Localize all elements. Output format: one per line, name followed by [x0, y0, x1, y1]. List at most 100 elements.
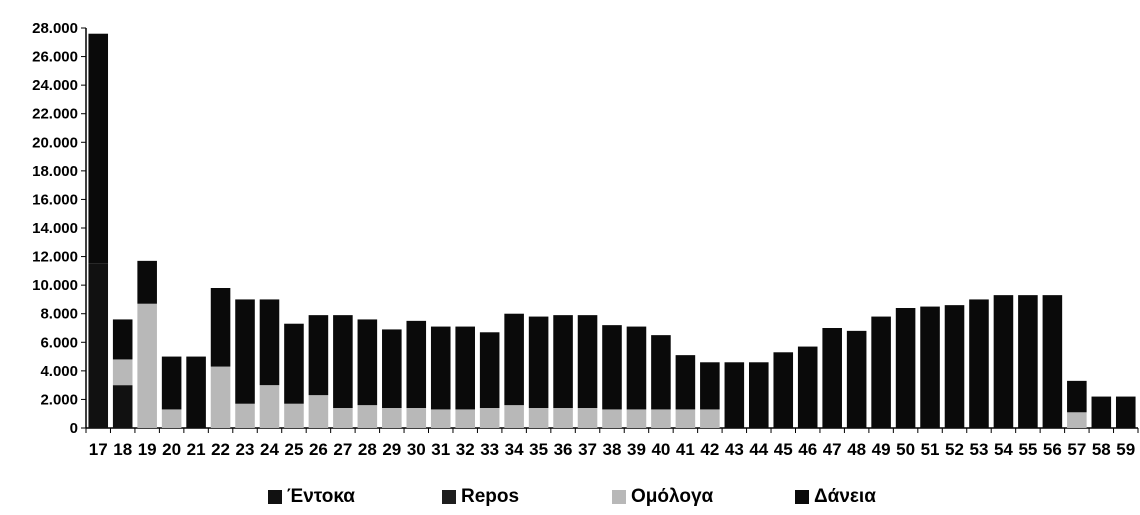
bar-daneia-18	[112, 319, 133, 360]
bar-omologa-25	[284, 403, 304, 428]
x-tick-label: 24	[260, 440, 279, 459]
y-tick-label: 8.000	[40, 306, 78, 323]
legend: Έντοκα Repos Ομόλογα Δάνεια	[0, 486, 1140, 512]
x-tick-label: 30	[407, 440, 426, 459]
bar-daneia-51	[920, 306, 940, 428]
bar-omologa-24	[259, 385, 280, 428]
x-tick-label: 22	[211, 440, 230, 459]
bar-daneia-24	[259, 299, 280, 386]
x-tick-label: 19	[138, 440, 157, 459]
bar-daneia-43	[724, 362, 745, 428]
y-tick-label: 18.000	[32, 163, 78, 180]
legend-swatch-entoka	[268, 490, 282, 504]
x-tick-label: 41	[676, 440, 695, 459]
bar-omologa-32	[455, 409, 475, 428]
x-tick-label: 35	[529, 440, 548, 459]
bar-daneia-42	[700, 362, 720, 410]
bar-omologa-26	[308, 395, 329, 428]
x-tick-label: 29	[382, 440, 401, 459]
legend-item-omologa: Ομόλογα	[612, 486, 713, 508]
bar-omologa-35	[528, 408, 549, 428]
bar-daneia-32	[455, 326, 475, 410]
bar-omologa-19	[137, 303, 157, 428]
bar-daneia-44	[749, 362, 769, 428]
y-tick-label: 2.000	[40, 391, 78, 408]
bar-daneia-52	[944, 305, 965, 428]
x-tick-label: 44	[749, 440, 768, 459]
bar-daneia-35	[528, 316, 549, 408]
bar-omologa-36	[553, 408, 573, 428]
x-tick-label: 17	[89, 440, 108, 459]
x-tick-label: 37	[578, 440, 597, 459]
bar-daneia-20	[161, 356, 182, 410]
bar-daneia-46	[797, 346, 818, 428]
x-tick-label: 51	[921, 440, 940, 459]
bar-daneia-26	[308, 315, 329, 396]
y-tick-label: 20.000	[32, 134, 78, 151]
x-tick-label: 20	[162, 440, 181, 459]
x-tick-label: 56	[1043, 440, 1062, 459]
bar-daneia-36	[553, 315, 573, 408]
legend-item-daneia: Δάνεια	[795, 486, 876, 508]
legend-swatch-daneia	[795, 490, 809, 504]
x-axis: 17 18 19 20 21 22 23 24 25 26 27 28 29 30 31 32 33 34 35 36…	[85, 427, 1139, 459]
bar-omologa-28	[357, 405, 378, 428]
bar-omologa-42	[700, 409, 720, 428]
bar-daneia-55	[1018, 295, 1038, 428]
bar-daneia-39	[626, 326, 647, 410]
bar-omologa-27	[333, 408, 353, 428]
x-tick-label: 21	[187, 440, 206, 459]
bar-daneia-54	[993, 295, 1014, 428]
legend-label-repos: Repos	[461, 486, 520, 507]
bar-daneia-58	[1091, 396, 1112, 428]
bar-daneia-45	[773, 352, 794, 428]
bar-omologa-38	[602, 409, 622, 428]
x-tick-label: 53	[970, 440, 989, 459]
x-tick-label: 58	[1092, 440, 1111, 459]
x-tick-label: 36	[554, 440, 573, 459]
bar-daneia-56	[1042, 295, 1063, 428]
bar-daneia-47	[822, 328, 842, 428]
y-tick-label: 6.000	[40, 334, 78, 351]
x-tick-label: 59	[1116, 440, 1135, 459]
bar-entoka-17	[88, 263, 109, 428]
bar-omologa-23	[235, 403, 255, 428]
bar-omologa-18	[112, 359, 133, 386]
y-tick-label: 10.000	[32, 277, 78, 294]
x-tick-label: 27	[333, 440, 352, 459]
bar-daneia-31	[430, 326, 451, 410]
bar-omologa-37	[577, 408, 598, 428]
bar-daneia-41	[675, 355, 696, 410]
bar-daneia-27	[333, 315, 353, 408]
x-tick-label: 47	[823, 440, 842, 459]
legend-label-omologa: Ομόλογα	[631, 486, 714, 507]
bar-daneia-21	[186, 356, 206, 428]
x-tick-label: 49	[872, 440, 891, 459]
legend-item-entoka: Έντοκα	[268, 486, 355, 508]
y-tick-label: 12.000	[32, 249, 78, 266]
y-tick-label: 4.000	[40, 363, 78, 380]
y-axis: 0 2.000 4.000 6.000 8.000 10.000 12.000 14.000 1…	[32, 20, 87, 437]
bar-omologa-20	[161, 409, 182, 428]
bar-daneia-17	[88, 33, 109, 264]
bar-omologa-41	[675, 409, 696, 428]
stacked-bar-chart: 0 2.000 4.000 6.000 8.000 10.000 12.000 14.000 1…	[32, 20, 1139, 459]
x-tick-label: 25	[284, 440, 303, 459]
y-tick-label: 24.000	[32, 77, 78, 94]
bar-omologa-57	[1067, 412, 1087, 428]
x-tick-label: 50	[896, 440, 915, 459]
x-tick-label: 48	[847, 440, 866, 459]
y-tick-label: 26.000	[32, 49, 78, 66]
x-tick-label: 43	[725, 440, 744, 459]
bar-daneia-29	[382, 329, 402, 408]
bar-daneia-48	[846, 330, 867, 428]
y-tick-label: 28.000	[32, 20, 78, 37]
bar-omologa-34	[504, 405, 524, 428]
bar-daneia-22	[210, 288, 231, 367]
bar-daneia-49	[871, 316, 891, 428]
x-tick-label: 42	[700, 440, 719, 459]
x-tick-label: 28	[358, 440, 377, 459]
x-tick-label: 55	[1018, 440, 1037, 459]
bar-omologa-33	[479, 408, 500, 428]
legend-swatch-omologa	[612, 490, 626, 504]
